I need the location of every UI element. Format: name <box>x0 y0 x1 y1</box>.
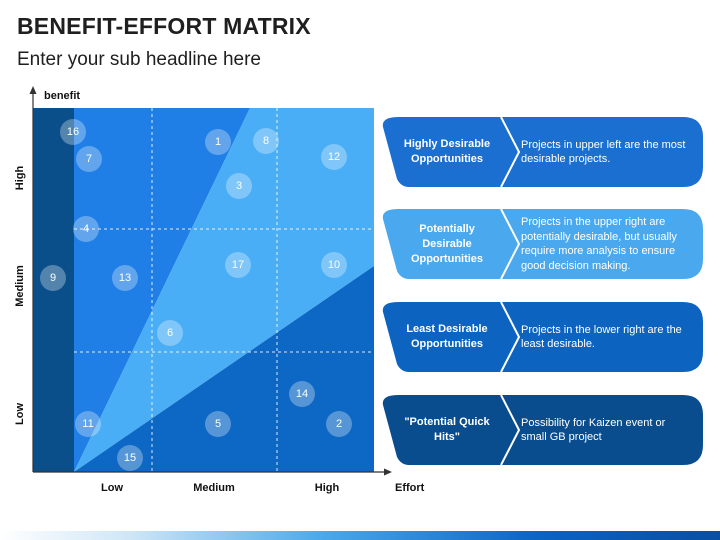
project-marker-11: 11 <box>75 411 101 437</box>
project-marker-14: 14 <box>289 381 315 407</box>
page-subtitle: Enter your sub headline here <box>17 49 261 70</box>
x-tick-low: Low <box>101 482 123 494</box>
project-marker-10: 10 <box>321 252 347 278</box>
grid-lines <box>74 108 374 472</box>
y-axis-label: benefit <box>44 90 81 102</box>
card-label: Highly Desirable Opportunities <box>403 138 491 165</box>
project-marker-4: 4 <box>73 216 99 242</box>
x-axis-label: Effort <box>395 482 425 494</box>
project-marker-13: 13 <box>112 265 138 291</box>
card-label: "Potential Quick Hits" <box>404 416 490 443</box>
project-marker-5: 5 <box>205 411 231 437</box>
card-description: Possibility for Kaizen event or small GB… <box>521 416 666 444</box>
x-tick-high: High <box>314 482 340 494</box>
card-shape <box>382 395 703 465</box>
page-title: BENEFIT-EFFORT MATRIX <box>17 13 311 39</box>
card-description: Projects in the lower right are the leas… <box>521 323 682 351</box>
card-quick-hits: "Potential Quick Hits" Possibility for K… <box>381 395 703 465</box>
quick-hits-strip <box>33 108 74 472</box>
project-marker-3: 3 <box>226 173 252 199</box>
project-marker-8: 8 <box>253 128 279 154</box>
project-marker-9: 9 <box>40 265 66 291</box>
y-tick-medium: Medium <box>14 265 26 307</box>
project-marker-16: 16 <box>60 119 86 145</box>
y-tick-low: Low <box>14 403 26 425</box>
footer-gradient-band <box>0 531 720 540</box>
card-shape <box>382 117 703 187</box>
y-axis-arrow <box>29 86 37 94</box>
y-tick-high: High <box>14 165 26 191</box>
project-marker-15: 15 <box>117 445 143 471</box>
project-marker-12: 12 <box>321 144 347 170</box>
project-marker-2: 2 <box>326 411 352 437</box>
card-label: Potentially Desirable Opportunities <box>410 222 484 265</box>
card-description: Projects in upper left are the most desi… <box>521 138 686 166</box>
card-highly-desirable: Highly Desirable Opportunities Projects … <box>381 117 703 187</box>
project-marker-17: 17 <box>225 252 251 278</box>
region-lower-right <box>74 266 374 472</box>
card-shape <box>382 209 703 279</box>
region-middle <box>74 108 374 472</box>
x-axis-arrow <box>384 468 392 476</box>
card-label: Least Desirable Opportunities <box>406 323 488 350</box>
project-marker-6: 6 <box>157 320 183 346</box>
project-marker-1: 1 <box>205 129 231 155</box>
card-least-desirable: Least Desirable Opportunities Projects i… <box>381 302 703 372</box>
card-potentially-desirable: Potentially Desirable Opportunities Proj… <box>381 209 703 279</box>
x-tick-medium: Medium <box>193 482 235 494</box>
card-description: Projects in the upper right are potentia… <box>521 216 677 272</box>
project-marker-7: 7 <box>76 146 102 172</box>
card-shape <box>382 302 703 372</box>
